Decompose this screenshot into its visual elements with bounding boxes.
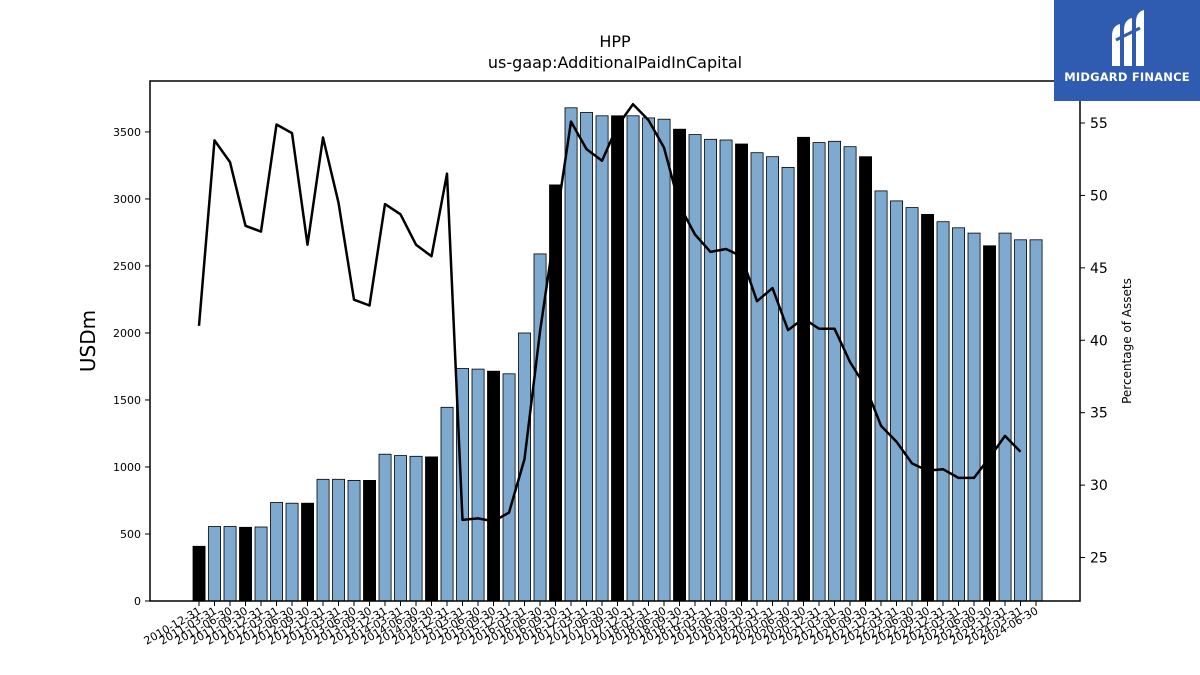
y-tick-label: 2500: [113, 260, 141, 273]
bar-2014-09-30: [425, 456, 439, 602]
bar-2017-09-30: [611, 115, 625, 602]
bar-2023-09-30: [983, 245, 997, 602]
bar-2018-06-30: [657, 118, 671, 602]
y2-tick-label: 50: [1090, 188, 1108, 204]
bar-2012-03-31: [270, 502, 284, 602]
bar-2015-09-30: [487, 370, 501, 602]
bar-2020-12-31: [812, 142, 826, 602]
brand-name: MIDGARD FINANCE: [1064, 70, 1190, 84]
bar-2021-12-31: [874, 190, 888, 602]
y2-axis-label: Percentage of Assets: [1120, 278, 1134, 404]
y-tick-label: 1000: [113, 461, 141, 474]
bar-2019-03-31: [704, 138, 718, 602]
bar-2015-12-31: [502, 373, 516, 602]
bar-2013-12-31: [378, 453, 392, 602]
y2-tick-label: 35: [1090, 406, 1108, 422]
bar-2021-06-30: [843, 146, 857, 602]
bar-2013-09-30: [363, 479, 377, 602]
bar-2012-12-31: [316, 478, 330, 602]
bar-2022-06-30: [905, 207, 919, 602]
bar-2011-12-31: [254, 526, 268, 602]
bar-2015-06-30: [471, 368, 485, 602]
y2-tick-label: 45: [1090, 261, 1108, 277]
bar-2022-09-30: [921, 213, 935, 602]
bar-2017-03-31: [580, 112, 594, 602]
bar-2022-03-31: [890, 200, 904, 602]
bar-2011-06-30: [223, 526, 237, 602]
y2-tick-label: 25: [1090, 551, 1108, 567]
bar-2022-12-31: [936, 221, 950, 602]
y-axis-label: USDm: [76, 310, 100, 372]
bar-2023-06-30: [967, 232, 981, 602]
chart-subtitle: us-gaap:AdditionalPaidInCapital: [487, 53, 743, 72]
bar-2018-03-31: [642, 117, 656, 602]
y-tick-label: 500: [120, 528, 141, 541]
bar-2020-09-30: [797, 136, 811, 602]
bar-2013-06-30: [347, 479, 361, 602]
y-tick-label: 2000: [113, 327, 141, 340]
bar-2017-12-31: [626, 115, 640, 602]
bar-2023-12-31: [998, 232, 1012, 602]
y-tick-label: 1500: [113, 394, 141, 407]
bar-2014-06-30: [409, 455, 423, 602]
percentage-line: [197, 102, 1022, 523]
midgard-m-icon: [1112, 10, 1144, 66]
y2-tick-label: 40: [1090, 333, 1108, 349]
y-tick-label: 3500: [113, 126, 141, 139]
bar-2017-06-30: [595, 115, 609, 602]
y-tick-label: 0: [134, 595, 141, 608]
bar-2018-09-30: [673, 128, 687, 602]
y2-tick-label: 30: [1090, 478, 1108, 494]
bar-2013-03-31: [332, 478, 346, 602]
bar-2014-03-31: [394, 455, 408, 602]
y-tick-label: 3000: [113, 193, 141, 206]
bar-2016-12-31: [564, 107, 578, 602]
bar-2019-12-31: [750, 152, 764, 602]
bar-2014-12-31: [440, 406, 454, 602]
bar-2021-03-31: [828, 140, 842, 602]
bar-2010-12-31: [192, 545, 206, 602]
bar-2018-12-31: [688, 134, 702, 602]
bar-2019-06-30: [719, 139, 733, 602]
bar-2023-03-31: [952, 227, 966, 602]
bar-2012-09-30: [301, 502, 315, 602]
bar-2019-09-30: [735, 143, 749, 602]
bar-2016-03-31: [518, 332, 532, 602]
bar-2011-03-31: [208, 526, 222, 602]
bar-2024-06-30: [1029, 239, 1043, 602]
plot-frame: [149, 80, 1081, 602]
y2-tick-label: 55: [1090, 116, 1108, 132]
bar-2020-06-30: [781, 166, 795, 602]
bar-2012-06-30: [285, 502, 299, 602]
bar-2020-03-31: [766, 156, 780, 602]
bar-2011-09-30: [239, 526, 253, 602]
chart-title: HPP: [599, 32, 631, 51]
bar-2024-03-31: [1014, 239, 1028, 602]
brand-logo: MIDGARD FINANCE: [1054, 0, 1200, 101]
